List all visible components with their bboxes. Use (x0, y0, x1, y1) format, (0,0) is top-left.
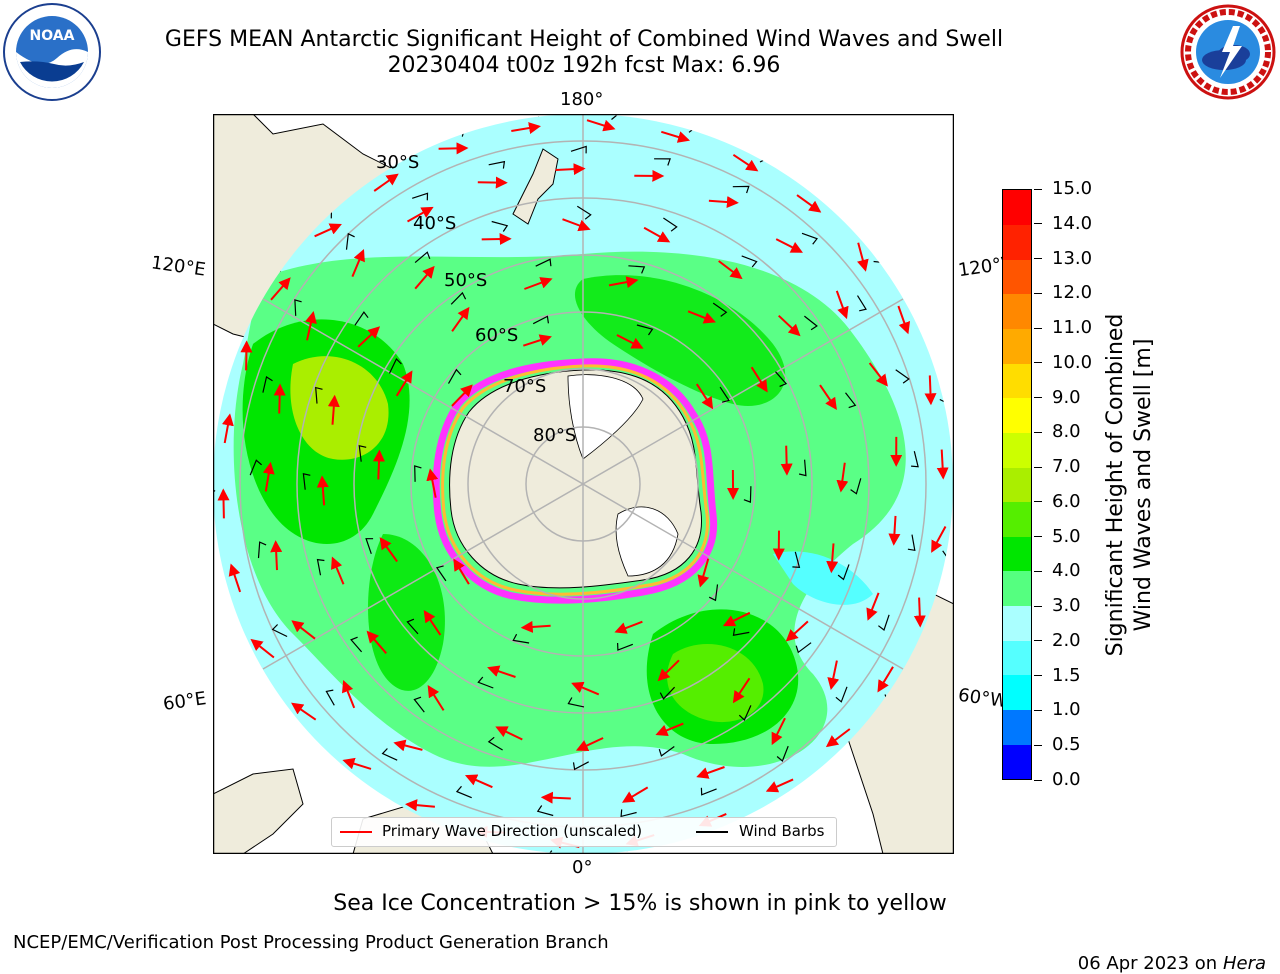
colorbar (1002, 189, 1032, 780)
colorbar-segment (1003, 744, 1031, 779)
wave-direction-arrow (556, 169, 584, 170)
colorbar-tick-label: 13.0 (1052, 249, 1092, 269)
wave-direction-arrow (930, 375, 931, 403)
wave-direction-arrow (223, 490, 224, 518)
nws-logo-icon (1178, 2, 1278, 102)
colorbar-segment (1003, 502, 1031, 537)
lat-label-60s: 60°S (475, 325, 518, 346)
colorbar-tick-label: 0.0 (1052, 770, 1081, 790)
lon-label-120e: 120°E (150, 252, 207, 280)
colorbar-tick (1034, 501, 1042, 502)
colorbar-tick (1034, 745, 1042, 746)
colorbar-tick-label: 1.5 (1052, 666, 1081, 686)
sea-ice-note: Sea Ice Concentration > 15% is shown in … (0, 891, 1280, 916)
colorbar-segment (1003, 294, 1031, 329)
footer-date: 06 Apr 2023 on Hera (1066, 932, 1266, 974)
colorbar-tick (1034, 467, 1042, 468)
colorbar-tick (1034, 606, 1042, 607)
legend-wave-swatch (340, 831, 372, 833)
colorbar-tick (1034, 640, 1042, 641)
colorbar-segment (1003, 675, 1031, 710)
legend-barb-swatch (696, 831, 728, 833)
colorbar-segment (1003, 190, 1031, 225)
colorbar-tick (1034, 223, 1042, 224)
colorbar-tick-label: 7.0 (1052, 457, 1081, 477)
chart-title: GEFS MEAN Antarctic Significant Height o… (0, 27, 1168, 53)
colorbar-segment (1003, 225, 1031, 260)
lat-label-70s: 70°S (503, 376, 546, 397)
wave-direction-arrow (439, 148, 467, 149)
colorbar-tick (1034, 571, 1042, 572)
wave-direction-arrow (378, 452, 379, 480)
colorbar-tick-label: 3.0 (1052, 596, 1081, 616)
colorbar-tick (1034, 328, 1042, 329)
footer-host: Hera (1223, 953, 1266, 974)
colorbar-tick-label: 4.0 (1052, 561, 1081, 581)
lon-label-0: 0° (572, 857, 592, 878)
wave-direction-arrow (919, 598, 920, 626)
colorbar-tick-label: 6.0 (1052, 492, 1081, 512)
wave-direction-arrow (786, 446, 787, 474)
colorbar-tick (1034, 780, 1042, 781)
colorbar-title-line1: Significant Height of Combined (1102, 314, 1130, 657)
wave-direction-arrow (543, 797, 571, 798)
map-legend: Primary Wave Direction (unscaled) Wind B… (331, 817, 837, 847)
colorbar-tick-label: 14.0 (1052, 214, 1092, 234)
polar-map (213, 114, 954, 854)
colorbar-tick-label: 1.0 (1052, 700, 1081, 720)
colorbar-tick-label: 10.0 (1052, 353, 1092, 373)
colorbar-tick-label: 12.0 (1052, 283, 1092, 303)
colorbar-tick (1034, 432, 1042, 433)
colorbar-segment (1003, 571, 1031, 606)
colorbar-segment (1003, 467, 1031, 502)
colorbar-tick (1034, 397, 1042, 398)
footer-date-text: 06 Apr 2023 on (1078, 953, 1223, 974)
colorbar-segment (1003, 640, 1031, 675)
colorbar-tick (1034, 293, 1042, 294)
colorbar-tick-label: 2.0 (1052, 631, 1081, 651)
colorbar-tick (1034, 675, 1042, 676)
legend-barb-label: Wind Barbs (739, 822, 824, 840)
colorbar-tick-label: 0.5 (1052, 735, 1081, 755)
colorbar-tick (1034, 710, 1042, 711)
colorbar-segment (1003, 363, 1031, 398)
colorbar-title-line2: Wind Waves and Swell [m] (1130, 314, 1158, 657)
colorbar-segment (1003, 606, 1031, 641)
colorbar-segment (1003, 710, 1031, 745)
footer-credit: NCEP/EMC/Verification Post Processing Pr… (13, 932, 609, 953)
colorbar-segment (1003, 433, 1031, 468)
colorbar-tick-label: 5.0 (1052, 527, 1081, 547)
colorbar-tick-label: 9.0 (1052, 388, 1081, 408)
colorbar-tick (1034, 258, 1042, 259)
colorbar-segment (1003, 536, 1031, 571)
colorbar-segment (1003, 329, 1031, 364)
lon-label-180: 180° (560, 89, 603, 110)
lon-label-60e: 60°E (162, 688, 208, 715)
wave-direction-arrow (482, 239, 510, 240)
colorbar-tick-label: 8.0 (1052, 422, 1081, 442)
colorbar-segment (1003, 259, 1031, 294)
wave-direction-arrow (276, 542, 277, 570)
wave-direction-arrow (246, 342, 247, 370)
colorbar-tick (1034, 189, 1042, 190)
lat-label-30s: 30°S (376, 152, 419, 173)
colorbar-tick-label: 11.0 (1052, 318, 1092, 338)
nws-logo (1178, 2, 1278, 102)
chart-subtitle: 20230404 t00z 192h fcst Max: 6.96 (0, 53, 1168, 79)
map-panel: 30°S 40°S 50°S 60°S 70°S 80°S (213, 114, 954, 854)
colorbar-tick (1034, 362, 1042, 363)
lat-label-50s: 50°S (444, 270, 487, 291)
lat-label-40s: 40°S (413, 213, 456, 234)
colorbar-segment (1003, 398, 1031, 433)
colorbar-tick-label: 15.0 (1052, 179, 1092, 199)
wave-direction-arrow (279, 386, 280, 414)
colorbar-tick (1034, 536, 1042, 537)
colorbar-title: Significant Height of Combined Wind Wave… (1102, 314, 1158, 657)
lat-label-80s: 80°S (533, 425, 576, 446)
legend-wave-label: Primary Wave Direction (unscaled) (382, 822, 642, 840)
